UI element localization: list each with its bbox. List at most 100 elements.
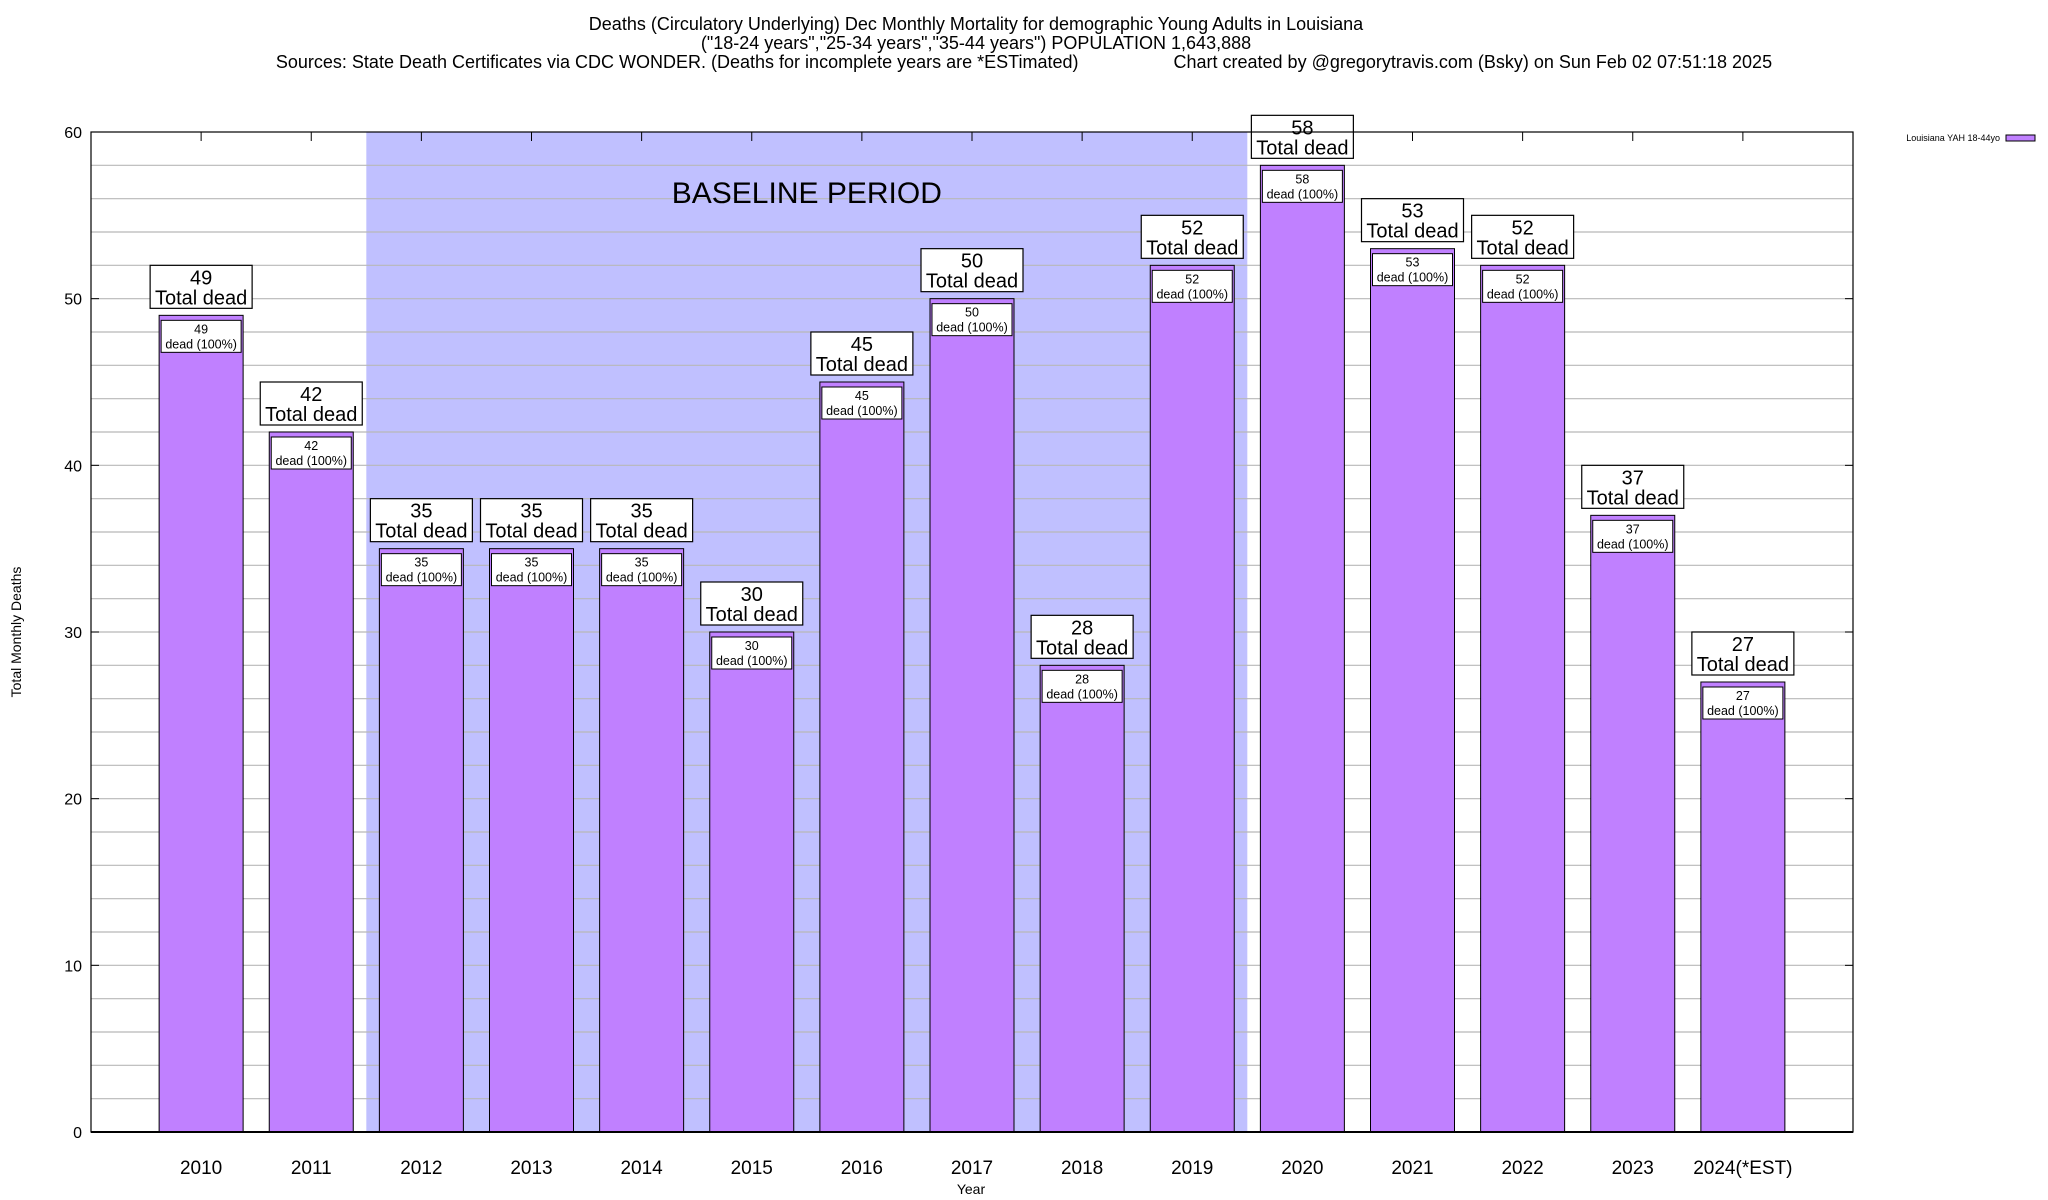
inner-label-box [160,319,242,353]
inner-label-value: 58 [1295,172,1309,186]
bar [489,548,574,1133]
bar [1590,514,1676,1133]
inner-label-box [1592,519,1674,553]
top-label-text: Total dead [1256,137,1348,159]
top-label-value: 49 [190,267,212,289]
bar [158,314,244,1133]
inner-label-box [1702,686,1784,720]
top-label-box [1360,198,1465,243]
top-label-value: 37 [1622,467,1644,489]
inner-label-text: dead (100%) [1156,287,1228,301]
inner-label-value: 49 [194,322,208,336]
bar [929,298,1015,1133]
x-tick-label: 2024(*EST) [1693,1158,1792,1179]
top-label-box [1140,214,1244,259]
top-label-text: Total dead [706,604,798,626]
inner-label-text: dead (100%) [1046,687,1118,701]
inner-label-value: 45 [855,389,869,403]
inner-label-text: dead (100%) [386,571,458,585]
x-axis-label: Year [957,1181,986,1197]
chart-title: Deaths (Circulatory Underlying) Dec Mont… [588,14,1364,34]
x-tick-label: 2019 [1171,1158,1213,1179]
credit-text: Chart created by @gregorytravis.com (Bsk… [1173,52,1773,72]
y-tick-label: 0 [73,1125,82,1142]
top-label-value: 52 [1181,217,1203,239]
bar [709,631,795,1133]
x-tick-label: 2012 [400,1158,442,1179]
baseline-label: BASELINE PERIOD [672,177,942,210]
top-label-box [259,381,363,426]
top-label-value: 53 [1401,201,1423,223]
inner-label-text: dead (100%) [496,571,568,585]
top-label-box [1250,114,1354,159]
y-tick-label: 50 [64,292,82,309]
x-tick-label: 2014 [620,1158,663,1179]
top-label-text: Total dead [265,404,357,426]
top-label-box [810,331,914,376]
top-label-box [479,498,584,543]
x-tick-label: 2018 [1061,1158,1103,1179]
x-tick-label: 2021 [1391,1158,1433,1179]
bar [1259,164,1345,1133]
inner-label-box [1041,669,1123,703]
top-label-value: 27 [1732,634,1754,656]
inner-label-value: 35 [525,556,539,570]
inner-label-box [711,636,793,670]
inner-label-box [601,553,683,587]
top-label-text: Total dead [926,271,1018,293]
x-tick-label: 2011 [291,1158,332,1179]
inner-label-box [1151,269,1233,303]
top-label-value: 35 [520,501,542,523]
y-tick-label: 10 [64,958,82,975]
top-label-text: Total dead [485,521,577,543]
inner-label-value: 52 [1185,272,1199,286]
y-tick-label: 60 [64,125,82,142]
bar [1039,664,1125,1133]
top-label-value: 58 [1291,117,1313,139]
bar [1480,264,1566,1133]
top-label-value: 35 [631,501,653,523]
top-label-value: 35 [410,501,432,523]
bar [1149,264,1235,1133]
legend-label: Louisiana YAH 18-44yo [1906,133,2000,143]
inner-label-box [1261,169,1343,203]
x-tick-label: 2020 [1281,1158,1323,1179]
inner-label-box [491,553,572,587]
x-tick-label: 2015 [731,1158,773,1179]
inner-label-text: dead (100%) [1707,704,1779,718]
x-tick-label: 2010 [180,1158,222,1179]
top-label-box [590,498,694,543]
bar [378,548,464,1133]
inner-label-text: dead (100%) [716,654,788,668]
top-label-box [920,248,1024,293]
top-label-text: Total dead [1697,654,1789,676]
inner-label-value: 27 [1736,689,1750,703]
top-label-box [1691,631,1795,676]
bar [599,548,685,1133]
inner-label-value: 52 [1516,272,1530,286]
top-label-value: 42 [300,384,322,406]
bar [819,381,905,1133]
inner-label-text: dead (100%) [1377,271,1449,285]
inner-label-text: dead (100%) [1267,187,1339,201]
inner-label-text: dead (100%) [165,337,237,351]
top-label-text: Total dead [375,521,467,543]
top-label-value: 28 [1071,617,1093,639]
top-label-text: Total dead [1587,487,1679,509]
inner-label-text: dead (100%) [275,454,347,468]
x-tick-label: 2016 [841,1158,883,1179]
inner-label-text: dead (100%) [936,321,1008,335]
legend-swatch [2005,134,2036,142]
y-tick-label: 20 [64,792,82,809]
x-tick-label: 2013 [510,1158,552,1179]
top-label-value: 45 [851,334,873,356]
inner-label-box [821,386,903,420]
x-tick-label: 2023 [1612,1158,1654,1179]
inner-label-value: 42 [304,439,318,453]
inner-label-box [931,303,1013,337]
inner-label-box [270,436,352,470]
y-axis-label: Total Monthly Deaths [8,567,24,698]
inner-label-text: dead (100%) [606,571,678,585]
top-label-box [149,264,253,309]
